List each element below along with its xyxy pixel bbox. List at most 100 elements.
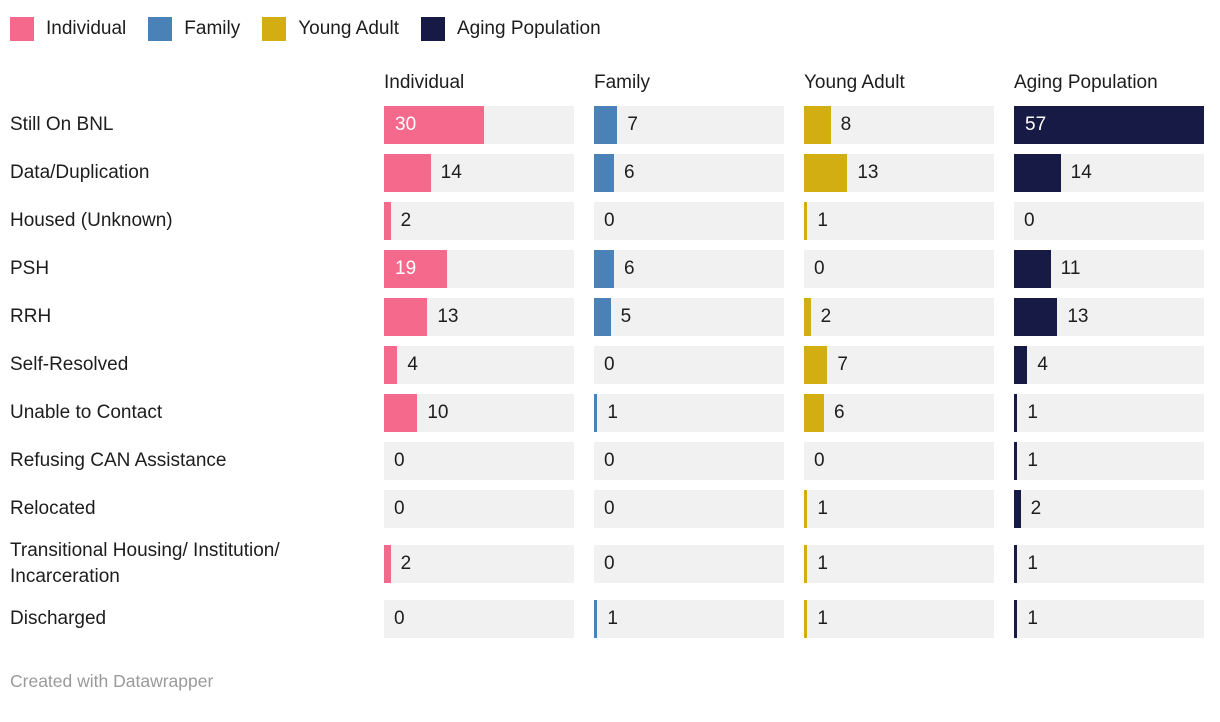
bar-track: 0 — [594, 202, 784, 240]
bar-track: 1 — [594, 394, 784, 432]
bar-track: 11 — [1014, 250, 1204, 288]
bar-track: 7 — [804, 346, 994, 384]
bar-track: 0 — [594, 490, 784, 528]
bar — [1014, 106, 1204, 144]
bar-chart-rows: Still On BNL 30 7 8 57 Data/Duplication 14 6 13 1… — [10, 106, 1204, 638]
table-row: RRH 13 5 2 13 — [10, 298, 1204, 336]
table-row: Discharged 0 1 1 1 — [10, 600, 1204, 638]
bar-value-label: 6 — [624, 162, 635, 183]
bar-track: 0 — [804, 250, 994, 288]
bar — [1014, 545, 1018, 583]
bar-value-label: 1 — [817, 210, 828, 231]
bar — [384, 394, 418, 432]
bar — [594, 394, 598, 432]
bar-value-label: 11 — [1060, 258, 1081, 279]
bar — [384, 298, 428, 336]
bar-value-label: 14 — [440, 162, 462, 183]
row-label: Self-Resolved — [10, 354, 129, 375]
bar-track: 1 — [1014, 442, 1204, 480]
bar-track: 2 — [384, 545, 574, 583]
bar-track: 0 — [594, 346, 784, 384]
bar-value-label: 0 — [604, 498, 615, 519]
row-label: Unable to Contact — [10, 402, 163, 423]
bar-track: 0 — [384, 490, 574, 528]
bar-track: 14 — [384, 154, 574, 192]
bar-value-label: 13 — [857, 162, 879, 183]
bar-track: 57 — [1014, 106, 1204, 144]
legend-swatch-icon — [10, 17, 34, 41]
footer-credit: Created with Datawrapper — [10, 671, 214, 691]
bar-track: 1 — [1014, 545, 1204, 583]
row-label: Still On BNL — [10, 114, 114, 135]
bar-track: 4 — [384, 346, 574, 384]
table-row: Relocated 0 0 1 2 — [10, 490, 1204, 528]
bar — [804, 106, 831, 144]
bar — [594, 154, 614, 192]
bar-value-label: 2 — [400, 210, 412, 231]
bar — [1014, 600, 1018, 638]
bar-value-label: 30 — [395, 114, 417, 135]
bar-track: 1 — [1014, 600, 1204, 638]
bar-value-label: 14 — [1070, 162, 1092, 183]
table-row: Refusing CAN Assistance 0 0 0 1 — [10, 442, 1204, 480]
row-label: Data/Duplication — [10, 162, 150, 183]
bar-track: 30 — [384, 106, 574, 144]
bar-track: 0 — [594, 442, 784, 480]
bar — [804, 545, 808, 583]
bar-track: 6 — [594, 154, 784, 192]
bar-track: 0 — [804, 442, 994, 480]
bar — [1014, 442, 1018, 480]
table-row: Unable to Contact 10 1 6 1 — [10, 394, 1204, 432]
bar-track: 14 — [1014, 154, 1204, 192]
bar-value-label: 6 — [624, 258, 635, 279]
bar-value-label: 5 — [620, 306, 632, 327]
legend-swatch-icon — [420, 17, 445, 41]
bar-track: 6 — [594, 250, 784, 288]
column-header: Family — [594, 72, 650, 93]
table-row: Data/Duplication 14 6 13 14 — [10, 154, 1204, 192]
bar — [1014, 346, 1028, 384]
bar-track: 0 — [594, 545, 784, 583]
bar-value-label: 0 — [394, 498, 405, 519]
bar — [384, 346, 398, 384]
bar-value-label: 0 — [604, 450, 615, 471]
bar-track: 1 — [804, 490, 994, 528]
bar-value-label: 1 — [1027, 553, 1038, 574]
bar-track: 1 — [1014, 394, 1204, 432]
column-headers: Individual Family Young Adult Aging Populat… — [10, 72, 1204, 94]
bar-value-label: 57 — [1025, 114, 1047, 135]
row-label: Discharged — [10, 608, 107, 629]
row-label: Refusing CAN Assistance — [10, 450, 227, 471]
legend-item: Young Adult — [262, 17, 399, 41]
bar-track: 6 — [804, 394, 994, 432]
bar-track: 5 — [594, 298, 784, 336]
bar — [384, 154, 431, 192]
bar-value-label: 0 — [1024, 210, 1035, 231]
legend: Individual Family Young Adult Aging Populat… — [10, 14, 1204, 44]
chart-page: Individual Family Young Adult Aging Populat… — [10, 14, 1204, 691]
bar — [384, 202, 391, 240]
bar-track: 2 — [1014, 490, 1204, 528]
bar-track: 8 — [804, 106, 994, 144]
bar-value-label: 2 — [400, 553, 412, 574]
bar-value-label: 1 — [817, 553, 828, 574]
row-label: Relocated — [10, 498, 96, 519]
legend-item: Individual — [10, 17, 126, 41]
bar-value-label: 6 — [834, 402, 845, 423]
bar — [804, 202, 808, 240]
bar — [384, 250, 448, 288]
bar — [804, 490, 808, 528]
bar-value-label: 2 — [820, 306, 832, 327]
bar — [594, 106, 618, 144]
bar — [1014, 394, 1018, 432]
bar-value-label: 7 — [837, 354, 848, 375]
row-label: PSH — [10, 258, 50, 279]
bar-value-label: 1 — [1027, 402, 1038, 423]
table-row: Self-Resolved 4 0 7 4 — [10, 346, 1204, 384]
legend-item-label: Individual — [46, 18, 127, 39]
legend-swatch-icon — [148, 17, 173, 41]
table-row: PSH 19 6 0 11 — [10, 250, 1204, 288]
bar — [804, 346, 828, 384]
bar-value-label: 10 — [427, 402, 449, 423]
bar-track: 13 — [804, 154, 994, 192]
